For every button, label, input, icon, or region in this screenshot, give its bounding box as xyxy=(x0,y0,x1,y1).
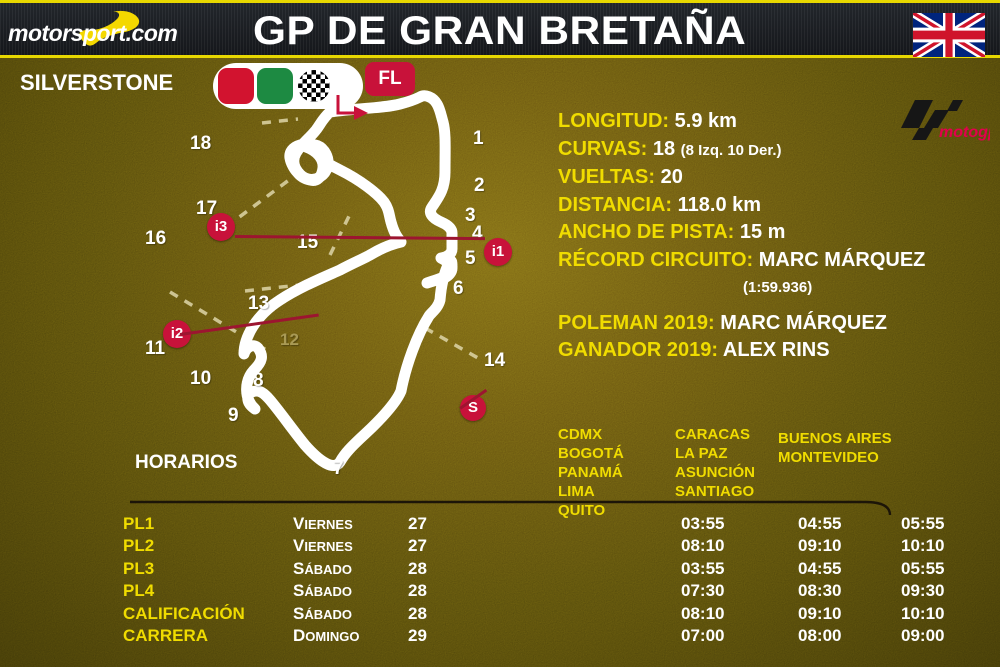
svg-text:motogp: motogp xyxy=(939,124,990,141)
